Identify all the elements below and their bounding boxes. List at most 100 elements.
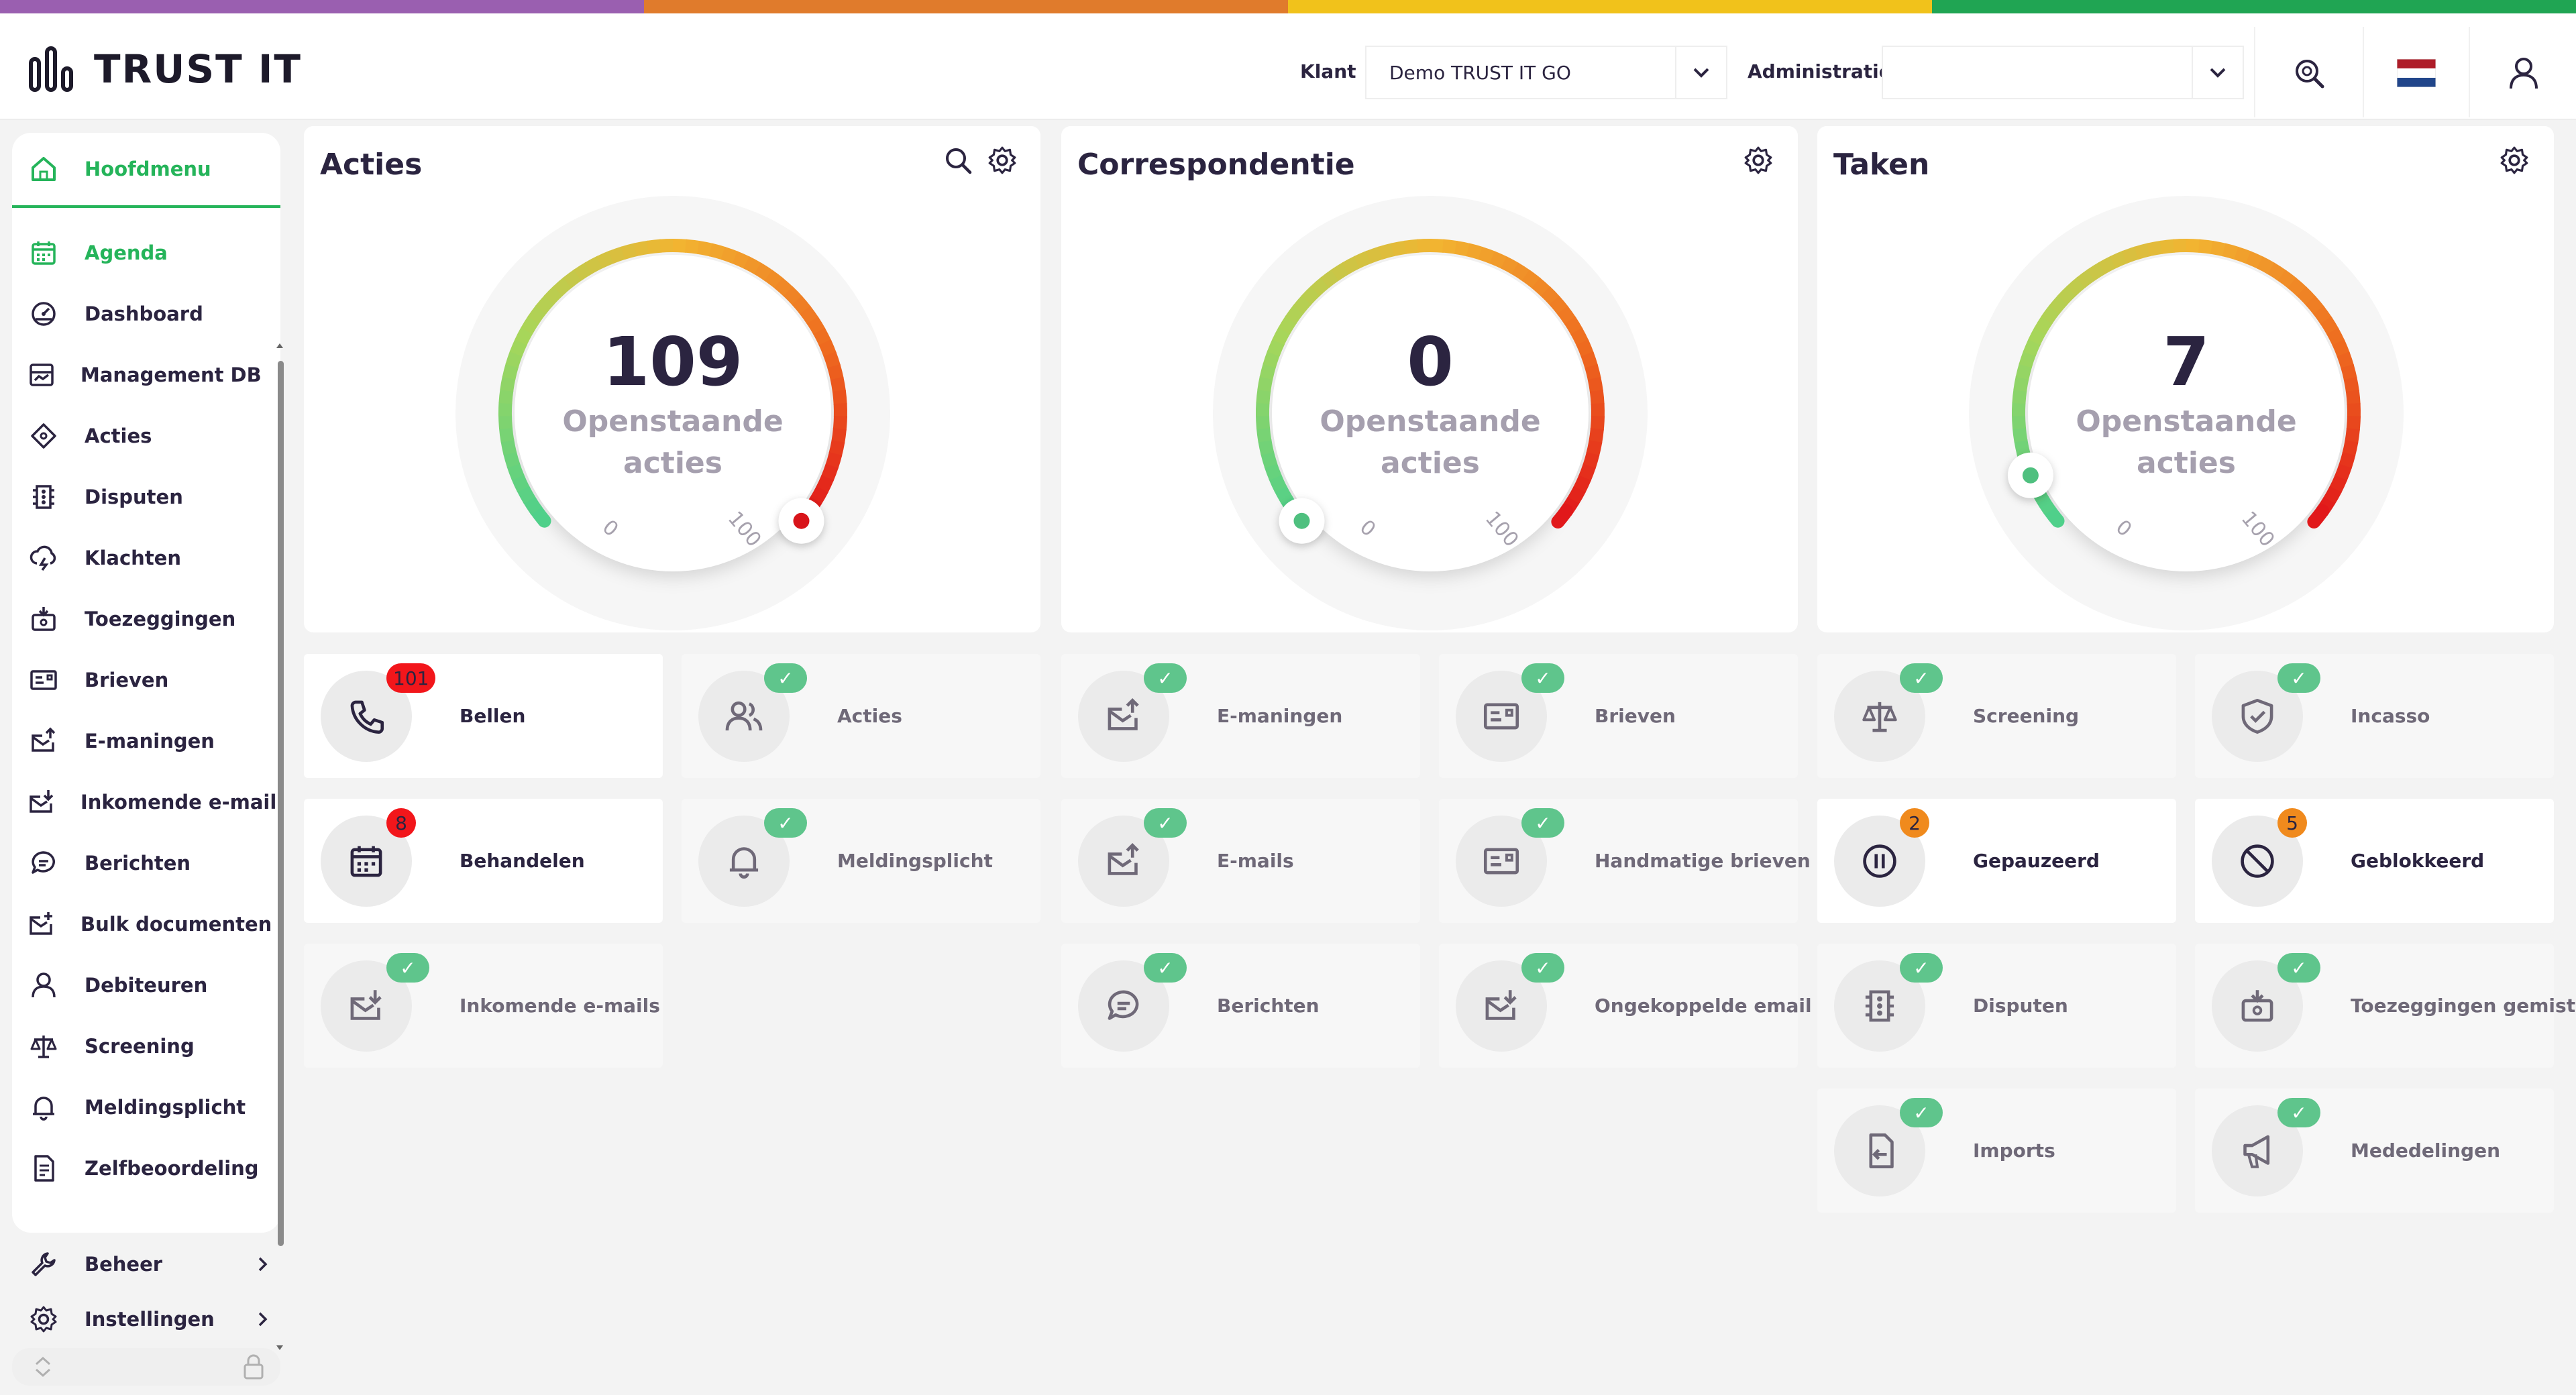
lock-icon[interactable] (240, 1352, 267, 1382)
sidebar-item-label: Screening (85, 1035, 195, 1058)
gauge-handle[interactable] (2007, 452, 2053, 498)
search-icon[interactable] (943, 145, 973, 176)
blocked-icon (2238, 842, 2277, 881)
tile-disputen[interactable]: ✓ Disputen (1817, 944, 2176, 1068)
tile-behandelen[interactable]: 8 Behandelen (304, 799, 663, 923)
brand-name: TRUST IT (94, 46, 302, 92)
gear-icon[interactable] (1743, 145, 1774, 176)
mail-inbox-icon (347, 987, 386, 1025)
tile-screening[interactable]: ✓ Screening (1817, 654, 2176, 778)
tile-badge: ✓ (1144, 953, 1187, 983)
calendar-icon (347, 842, 386, 881)
tile-badge: ✓ (2277, 663, 2320, 693)
tile-label: Geblokkeerd (2351, 850, 2485, 872)
tile-berichten[interactable]: ✓ Berichten (1061, 944, 1420, 1068)
chevron-down-icon[interactable] (2192, 47, 2243, 98)
klant-select-value: Demo TRUST IT GO (1389, 61, 1571, 84)
gauge-label-line2: acties (623, 446, 722, 480)
tile-badge: ✓ (1900, 663, 1943, 693)
tile-label: Bellen (460, 705, 526, 727)
tile-ongekoppelde-email[interactable]: ✓ Ongekoppelde email (1439, 944, 1812, 1068)
scales-icon (1860, 697, 1899, 736)
gear-icon[interactable] (2499, 145, 2530, 176)
sidebar-item-label: Disputen (85, 486, 183, 508)
mail-inbox-icon (1482, 987, 1521, 1025)
administratie-select[interactable] (1882, 46, 2244, 99)
sidebar-home[interactable]: Hoofdmenu (12, 133, 280, 208)
search-zoom-icon[interactable] (2284, 48, 2334, 98)
tile-icon-circle (1078, 816, 1169, 907)
klant-select[interactable]: Demo TRUST IT GO (1365, 46, 1727, 99)
inkomende-email-icon (27, 785, 56, 819)
tile-incasso[interactable]: ✓ Incasso (2195, 654, 2554, 778)
sidebar-item-beheer[interactable]: Beheer (12, 1234, 280, 1294)
tile-brieven[interactable]: ✓ Brieven (1439, 654, 1798, 778)
sidebar-item-instellingen[interactable]: Instellingen (12, 1289, 280, 1349)
sidebar-item-acties[interactable]: Acties (12, 406, 260, 466)
sidebar-item-toezeggingen[interactable]: Toezeggingen (12, 589, 260, 649)
letter-icon (1482, 697, 1521, 736)
dutch-flag-icon[interactable] (2392, 48, 2441, 98)
sidebar-item-bulk-documenten[interactable]: Bulk documenten (12, 894, 272, 954)
shield-icon (2238, 697, 2277, 736)
tile-badge: ✓ (1521, 663, 1564, 693)
gauge-handle[interactable] (1279, 498, 1325, 544)
sidebar-item-brieven[interactable]: Brieven (12, 650, 260, 710)
sidebar-item-disputen[interactable]: Disputen (12, 467, 260, 527)
sidebar-item-debiteuren[interactable]: Debiteuren (12, 955, 260, 1015)
sidebar-item-zelfbeoordeling[interactable]: Zelfbeoordeling (12, 1138, 260, 1198)
tile-acties[interactable]: ✓ Acties (682, 654, 1040, 778)
gear-icon[interactable] (987, 145, 1018, 176)
tile-label: Disputen (1973, 995, 2068, 1017)
tile-toezeggingen-gemist[interactable]: ✓ Toezeggingen gemist (2195, 944, 2575, 1068)
sidebar-scroll-thumb[interactable] (278, 361, 284, 1246)
collapse-toggle-icon[interactable] (30, 1353, 56, 1380)
tile-imports[interactable]: ✓ Imports (1817, 1089, 2176, 1213)
gauge-label-line2: acties (2137, 446, 2236, 480)
brand-logo[interactable]: TRUST IT (28, 46, 302, 93)
gauge-label-line1: Openstaande (1320, 404, 1541, 439)
klachten-icon (27, 541, 60, 575)
tile-gepauzeerd[interactable]: 2 Gepauzeerd (1817, 799, 2176, 923)
zelfbeoordeling-icon (27, 1152, 60, 1185)
tile-badge: ✓ (1144, 663, 1187, 693)
sidebar-item-label: Management DB (80, 364, 262, 386)
logo-bars-icon (29, 46, 73, 92)
sidebar-item-berichten[interactable]: Berichten (12, 833, 260, 893)
sidebar-item-label: Klachten (85, 547, 181, 569)
tile-e-maningen[interactable]: ✓ E-maningen (1061, 654, 1420, 778)
sidebar-item-e-maningen[interactable]: E-maningen (12, 711, 260, 771)
import-icon (1860, 1131, 1899, 1170)
tile-label: Gepauzeerd (1973, 850, 2100, 872)
sidebar-item-label: Zelfbeoordeling (85, 1157, 259, 1180)
gauge-handle[interactable] (778, 498, 824, 544)
tile-geblokkeerd[interactable]: 5 Geblokkeerd (2195, 799, 2554, 923)
sidebar-home-label: Hoofdmenu (85, 158, 211, 180)
tile-e-mails[interactable]: ✓ E-mails (1061, 799, 1420, 923)
panel-taken: Taken 0 100 7 Openstaande acties (1817, 126, 2554, 632)
sidebar-item-meldingsplicht[interactable]: Meldingsplicht (12, 1077, 260, 1137)
sidebar-item-klachten[interactable]: Klachten (12, 528, 260, 588)
tile-inkomende-e-mails[interactable]: ✓ Inkomende e-mails (304, 944, 663, 1068)
megaphone-icon (2238, 1131, 2277, 1170)
sidebar-item-screening[interactable]: Screening (12, 1016, 260, 1076)
sidebar-item-management-db[interactable]: Management DB (12, 345, 262, 405)
gauge-label-line1: Openstaande (562, 404, 784, 439)
sidebar-scrollbar[interactable] (275, 334, 283, 1350)
user-icon[interactable] (2499, 48, 2548, 98)
panel-toolbar (943, 145, 1018, 176)
tile-badge: ✓ (2277, 1098, 2320, 1127)
tile-meldingsplicht[interactable]: ✓ Meldingsplicht (682, 799, 1040, 923)
gauge-label-line2: acties (1381, 446, 1480, 480)
tile-handmatige-brieven[interactable]: ✓ Handmatige brieven (1439, 799, 1811, 923)
tile-label: Incasso (2351, 705, 2430, 727)
tile-bellen[interactable]: 101 Bellen (304, 654, 663, 778)
tile-label: E-maningen (1217, 705, 1343, 727)
tile-mededelingen[interactable]: ✓ Mededelingen (2195, 1089, 2554, 1213)
chevron-down-icon[interactable] (1675, 47, 1726, 98)
sidebar-item-dashboard[interactable]: Dashboard (12, 284, 260, 344)
sidebar-item-label: Inkomende e-mail (80, 791, 277, 814)
sidebar-item-agenda[interactable]: Agenda (12, 223, 260, 283)
sidebar-item-inkomende-e-mail[interactable]: Inkomende e-mail (12, 772, 276, 832)
panel-title: Taken (1833, 148, 1930, 182)
